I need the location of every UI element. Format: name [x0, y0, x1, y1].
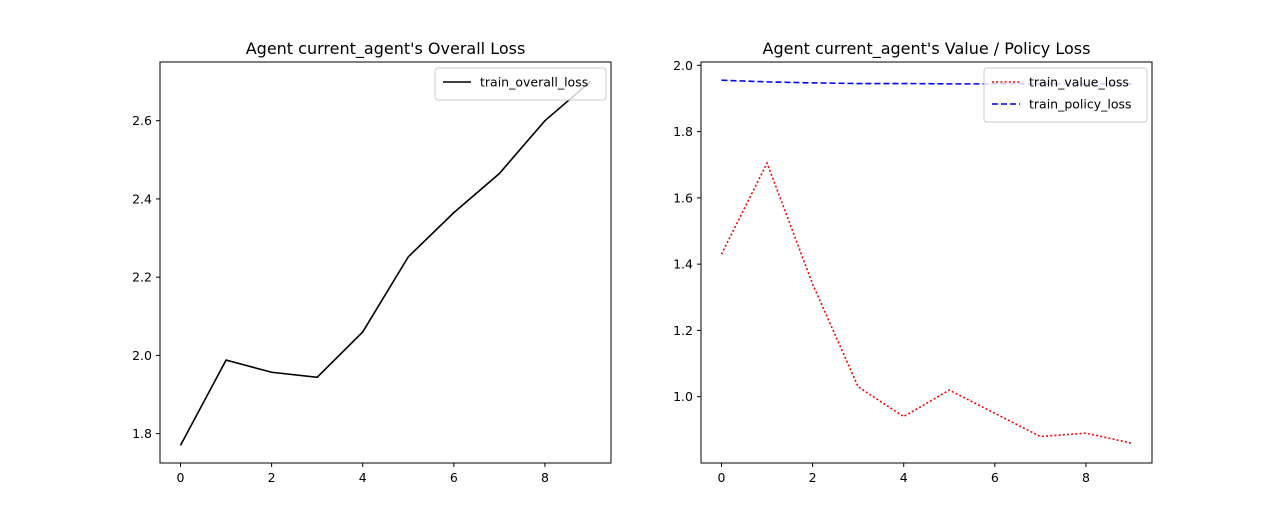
x-tick-label: 2 — [268, 470, 276, 485]
y-tick-label: 1.0 — [673, 389, 693, 404]
series-line-train-policy-loss — [721, 79, 1132, 85]
y-tick-label: 2.0 — [132, 348, 152, 363]
legend: train_value_loss train_policy_loss — [983, 67, 1148, 123]
y-tick-label: 1.4 — [673, 257, 693, 272]
legend-box — [434, 67, 607, 101]
x-tick-label: 0 — [177, 470, 185, 485]
legend-label: train_policy_loss — [1029, 97, 1132, 112]
chart-title: Agent current_agent's Overall Loss — [246, 39, 526, 59]
series-line-train-overall-loss — [179, 80, 592, 446]
legend-box — [983, 67, 1148, 123]
x-tick-label: 8 — [541, 470, 549, 485]
series-line-train-value-loss — [720, 161, 1132, 444]
x-tick-label: 4 — [359, 470, 367, 485]
legend-label: train_value_loss — [1029, 75, 1129, 90]
y-tick-label: 1.8 — [673, 124, 693, 139]
x-tick-label: 0 — [718, 470, 726, 485]
axes-frame — [159, 61, 612, 464]
axes-frame — [700, 61, 1153, 464]
x-tick-label: 4 — [900, 470, 908, 485]
overall-loss-chart: Agent current_agent's Overall Loss 0 2 4 6 8 1… — [132, 39, 612, 485]
y-tick-label: 2.2 — [132, 270, 152, 285]
legend: train_overall_loss — [434, 67, 607, 101]
y-tick-label: 1.2 — [673, 323, 693, 338]
x-tick-label: 6 — [450, 470, 458, 485]
x-tick-label: 8 — [1082, 470, 1090, 485]
y-tick-label: 1.6 — [673, 190, 693, 205]
chart-title: Agent current_agent's Value / Policy Los… — [763, 39, 1091, 59]
y-tick-label: 1.8 — [132, 426, 152, 441]
x-tick-label: 2 — [809, 470, 817, 485]
y-tick-label: 2.4 — [132, 191, 152, 206]
x-tick-label: 6 — [991, 470, 999, 485]
value-policy-loss-chart: Agent current_agent's Value / Policy Los… — [673, 39, 1153, 485]
y-tick-label: 2.0 — [673, 58, 693, 73]
legend-label: train_overall_loss — [480, 75, 588, 90]
y-tick-label: 2.6 — [132, 113, 152, 128]
